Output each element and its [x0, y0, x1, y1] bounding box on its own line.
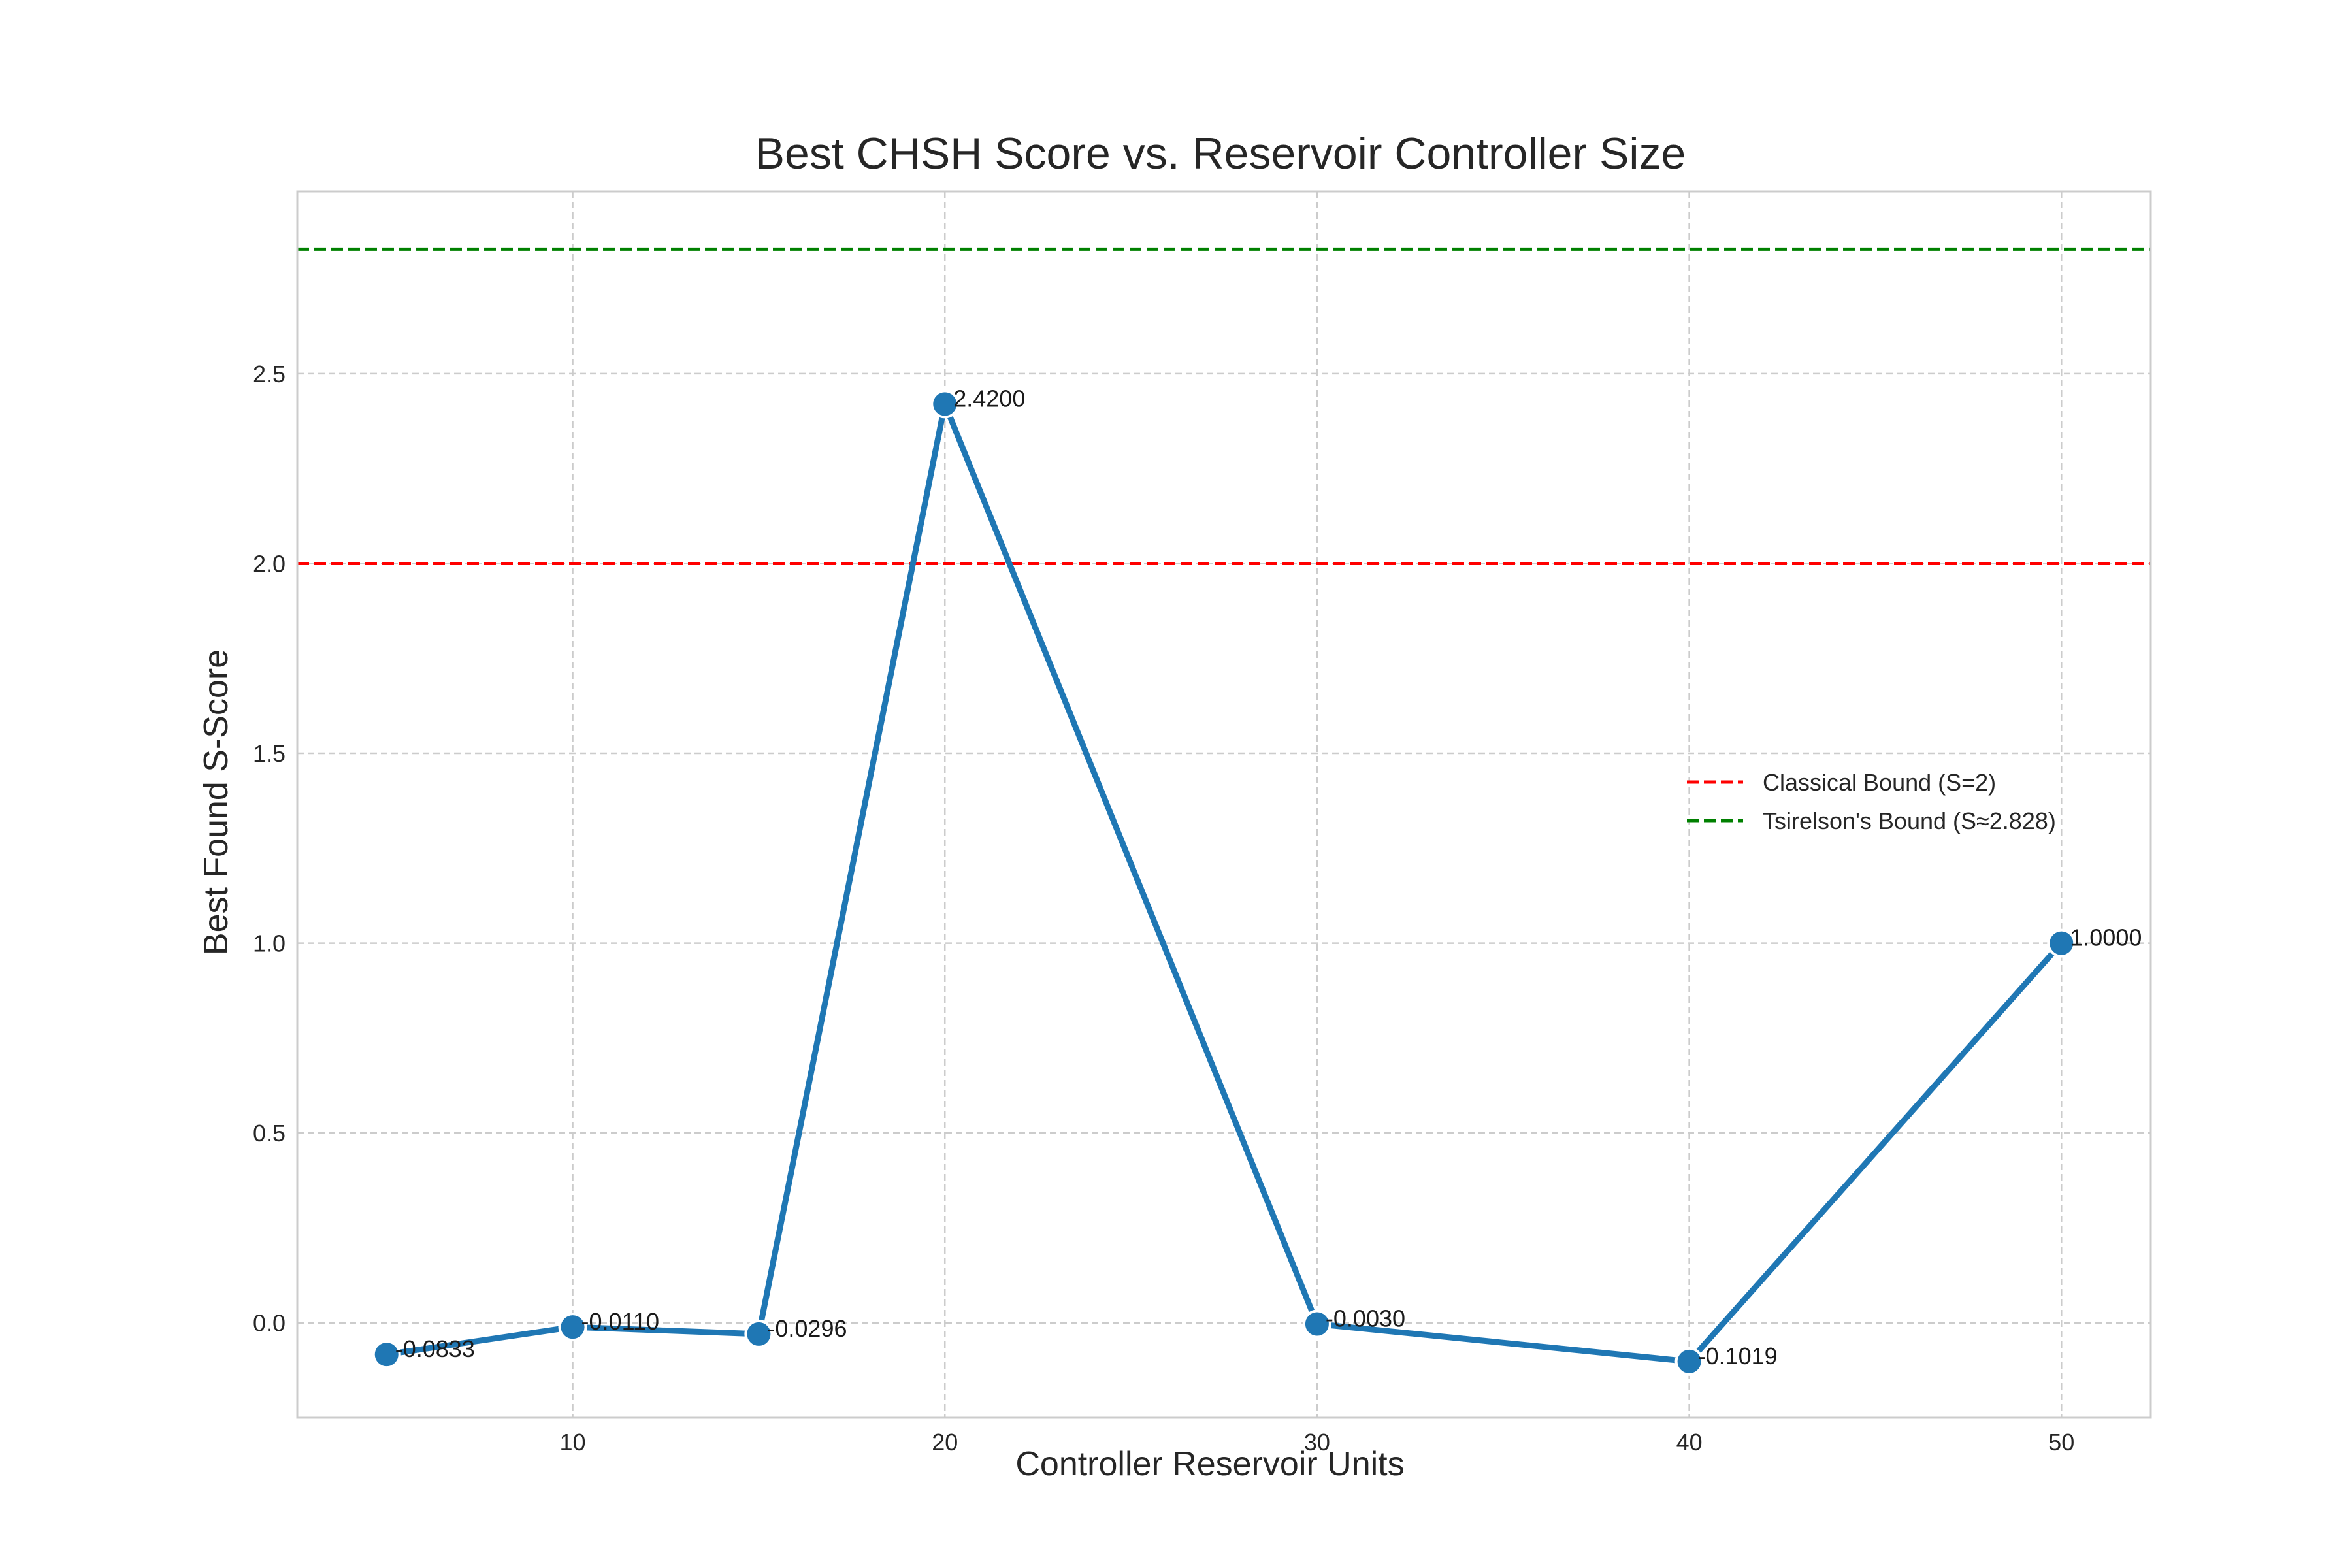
x-tick-label: 50	[2048, 1429, 2074, 1456]
data-label: 1.0000	[2070, 924, 2142, 951]
data-point	[1674, 1347, 1704, 1376]
y-tick-label: 0.5	[253, 1120, 286, 1147]
legend-label: Tsirelson's Bound (S≈2.828)	[1763, 808, 2056, 834]
x-axis-title: Controller Reservoir Units	[1015, 1445, 1404, 1483]
x-tick-label: 30	[1304, 1429, 1330, 1456]
y-tick-label: 2.5	[253, 361, 286, 387]
y-tick-label: 1.0	[253, 930, 286, 957]
data-point	[930, 389, 960, 419]
legend-label: Classical Bound (S=2)	[1763, 769, 1996, 796]
data-point	[744, 1319, 774, 1348]
x-tick-label: 10	[560, 1429, 586, 1456]
data-point	[558, 1313, 587, 1342]
data-label: -0.0110	[581, 1308, 659, 1335]
data-label: -0.0296	[767, 1315, 847, 1342]
data-label: -0.1019	[1698, 1343, 1778, 1369]
data-label: -0.0833	[395, 1335, 475, 1362]
data-point	[1302, 1309, 1331, 1339]
tick-labels: 10 20 30 40 50 0.0 0.5 1.0 1.5 2.0 2.5	[253, 361, 2074, 1456]
data-point	[372, 1340, 401, 1369]
data-label: 2.4200	[953, 385, 1025, 412]
x-tick-label: 40	[1676, 1429, 1703, 1456]
chart-title: Best CHSH Score vs. Reservoir Controller…	[755, 129, 1686, 178]
plot-frame	[296, 190, 2152, 1419]
y-tick-label: 2.0	[253, 550, 286, 577]
legend: Classical Bound (S=2) Tsirelson's Bound (…	[1687, 769, 2056, 834]
x-tick-label: 20	[932, 1429, 958, 1456]
reference-lines	[297, 247, 2151, 565]
y-axis-title: Best Found S-Score	[197, 649, 235, 955]
y-tick-label: 0.0	[253, 1310, 286, 1337]
data-point	[2047, 928, 2076, 958]
data-label: -0.0030	[1326, 1305, 1405, 1331]
y-tick-label: 1.5	[253, 740, 286, 767]
data-series: -0.0833 -0.0110 -0.0296 2.4200 -0.0030 -0.101…	[372, 385, 2142, 1376]
